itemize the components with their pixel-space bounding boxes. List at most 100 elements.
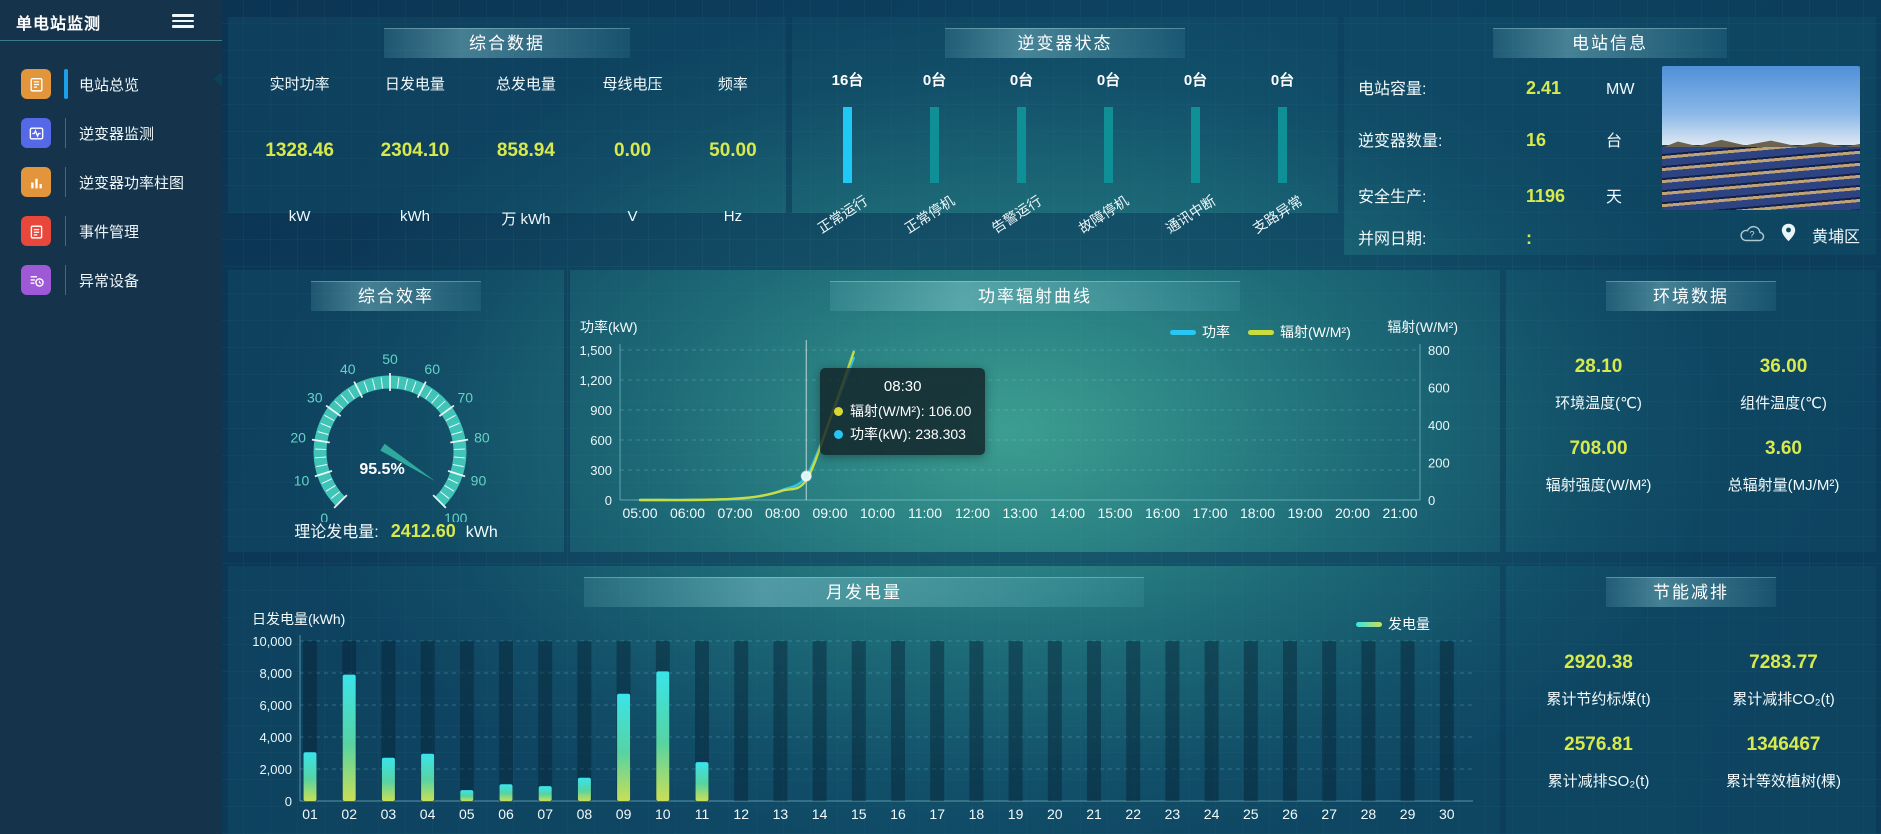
nav-separator: [65, 167, 66, 197]
svg-text:18:00: 18:00: [1240, 505, 1275, 521]
svg-text:24: 24: [1204, 806, 1220, 822]
panel-station-info: 电站信息 电站容量: 2.41 MW 逆变器数量: 16 台安全生产: 1196 天并网日期:…: [1344, 17, 1876, 255]
menu-toggle-icon[interactable]: [172, 11, 194, 31]
station-location[interactable]: 黄埔区: [1811, 229, 1860, 246]
inverter-count: 0台: [1183, 72, 1208, 89]
panel-title-station-info: 电站信息: [1492, 28, 1728, 58]
sidebar-item-inverter-power-bars[interactable]: 逆变器功率柱图: [0, 160, 222, 204]
inverter-state-label: 告警运行: [988, 192, 1044, 237]
svg-text:15: 15: [851, 806, 867, 822]
svg-text:03: 03: [381, 806, 397, 822]
svg-text:100: 100: [444, 510, 468, 522]
event-management-icon: [21, 216, 51, 246]
monthly-generation-chart[interactable]: 0 2,000 4,000 6,000 8,000 10,000 日发电量(kWh) 01 02…: [228, 566, 1500, 834]
inverter-status-column[interactable]: 0台 通讯中断: [1155, 69, 1237, 236]
sidebar-item-label: 逆变器监测: [79, 125, 155, 143]
svg-text:14: 14: [812, 806, 828, 822]
svg-text:06:00: 06:00: [670, 505, 705, 521]
data-cell-label: 组件温度(℃): [1740, 395, 1827, 412]
metric-label: 实时功率: [269, 76, 330, 93]
panel-power-radiation-curve: 0 300 600 900 1,200 1,500 0 200 400 600 800 05:00 06…: [570, 270, 1500, 552]
metric-unit: 万 kWh: [501, 211, 551, 228]
data-cell-label: 总辐射量(MJ/M²): [1727, 477, 1840, 494]
svg-text:04: 04: [420, 806, 436, 822]
sidebar-item-label: 异常设备: [79, 272, 140, 290]
inverter-monitor-icon: [21, 118, 51, 148]
svg-text:12: 12: [733, 806, 749, 822]
station-overview-icon: [21, 69, 51, 99]
photo-mountains: [1662, 139, 1860, 151]
station-row-value: 16: [1526, 130, 1547, 150]
svg-text:30: 30: [1439, 806, 1455, 822]
station-photo: [1662, 66, 1860, 210]
metric-unit: V: [627, 208, 638, 225]
svg-text:95.5%: 95.5%: [359, 461, 404, 478]
panel-title-text: 环境数据: [1653, 287, 1729, 306]
efficiency-gauge-chart[interactable]: 0 10 20 30 40 50 60 70 80 90 100 95.5%: [228, 316, 564, 522]
inverter-status-column[interactable]: 16台 正常运行: [807, 69, 889, 236]
tooltip-row: 功率(kW): 238.303: [834, 423, 971, 446]
station-row-value: 1196: [1526, 186, 1566, 206]
inverter-state-label: 正常运行: [814, 192, 870, 237]
svg-text:11:00: 11:00: [908, 505, 942, 521]
sidebar-item-label: 事件管理: [79, 223, 140, 241]
inverter-status-column[interactable]: 0台 支路异常: [1242, 69, 1324, 236]
sidebar-item-abnormal-device[interactable]: 异常设备: [0, 258, 222, 302]
metric-value: 1328.46: [265, 140, 334, 161]
legend-swatch: [1170, 330, 1196, 335]
svg-text:10,000: 10,000: [252, 634, 292, 649]
theoretical-generation-value: 2412.60: [390, 521, 456, 541]
station-info-row: 安全生产: 1196 天: [1358, 183, 1622, 207]
inverter-count: 0台: [922, 72, 947, 89]
data-cell: 708.00 辐射强度(W/M²): [1506, 430, 1691, 512]
svg-text:08: 08: [577, 806, 593, 822]
station-row-value: 2.41: [1526, 78, 1562, 98]
panel-title-text: 节能减排: [1653, 583, 1729, 602]
inverter-power-bars-icon: [21, 167, 51, 197]
panel-title-efficiency: 综合效率: [311, 281, 481, 311]
environment-metrics: 28.10 环境温度(℃) 36.00 组件温度(℃) 708.00 辐射强度(W/M²)…: [1506, 348, 1876, 512]
metric-column: 频率 50.00 Hz: [709, 73, 757, 229]
inverter-state-label: 支路异常: [1249, 192, 1305, 237]
location-pin-icon: [1781, 223, 1796, 247]
tooltip-time: 08:30: [883, 378, 922, 395]
svg-text:26: 26: [1282, 806, 1298, 822]
theoretical-generation-label: 理论发电量:: [294, 524, 379, 541]
svg-text:4,000: 4,000: [259, 730, 292, 745]
station-row-label: 并网日期:: [1358, 231, 1427, 248]
svg-text:50: 50: [382, 351, 398, 367]
theoretical-generation-unit: kWh: [465, 524, 498, 541]
svg-text:29: 29: [1400, 806, 1416, 822]
svg-text:08:00: 08:00: [765, 505, 800, 521]
panel-title-monthly: 月发电量: [584, 577, 1144, 607]
nav-separator: [65, 118, 66, 148]
svg-text:600: 600: [1428, 381, 1450, 396]
inverter-status-column[interactable]: 0台 正常停机: [894, 69, 976, 236]
legend-item[interactable]: 功率: [1170, 322, 1230, 342]
sidebar-item-station-overview[interactable]: 电站总览: [0, 62, 222, 106]
sidebar-item-event-management[interactable]: 事件管理: [0, 209, 222, 253]
inverter-status-column[interactable]: 0台 告警运行: [981, 69, 1063, 236]
legend-item[interactable]: 发电量: [1356, 614, 1430, 634]
metric-label: 总发电量: [495, 76, 556, 93]
sidebar-item-inverter-monitor[interactable]: 逆变器监测: [0, 111, 222, 155]
legend-item[interactable]: 辐射(W/M²): [1248, 322, 1351, 342]
station-row-unit: 天: [1606, 189, 1623, 206]
svg-text:1,200: 1,200: [579, 373, 612, 388]
inverter-status-chart: 16台 正常运行 0台 正常停机 0台 告警运行 0台 故障停机 0台 通讯中断 0台 支路异常: [804, 69, 1326, 236]
svg-text:2,000: 2,000: [259, 762, 292, 777]
power-radiation-chart[interactable]: 0 300 600 900 1,200 1,500 0 200 400 600 800 05:00 06…: [570, 270, 1500, 552]
data-cell-value: 28.10: [1574, 356, 1623, 377]
svg-text:日发电量(kWh): 日发电量(kWh): [252, 611, 345, 627]
metric-label: 频率: [717, 76, 748, 93]
panel-title-inverter-status: 逆变器状态: [944, 28, 1186, 58]
theoretical-generation: 理论发电量: 2412.60 kWh: [228, 518, 564, 542]
svg-text:0: 0: [1428, 493, 1435, 508]
tooltip-row: 辐射(W/M²): 106.00: [834, 400, 971, 423]
metric-value: 50.00: [709, 140, 757, 161]
svg-text:23: 23: [1165, 806, 1181, 822]
nav-separator: [65, 216, 66, 246]
inverter-bar: [1278, 107, 1287, 183]
svg-text:200: 200: [1428, 456, 1450, 471]
inverter-status-column[interactable]: 0台 故障停机: [1068, 69, 1150, 236]
